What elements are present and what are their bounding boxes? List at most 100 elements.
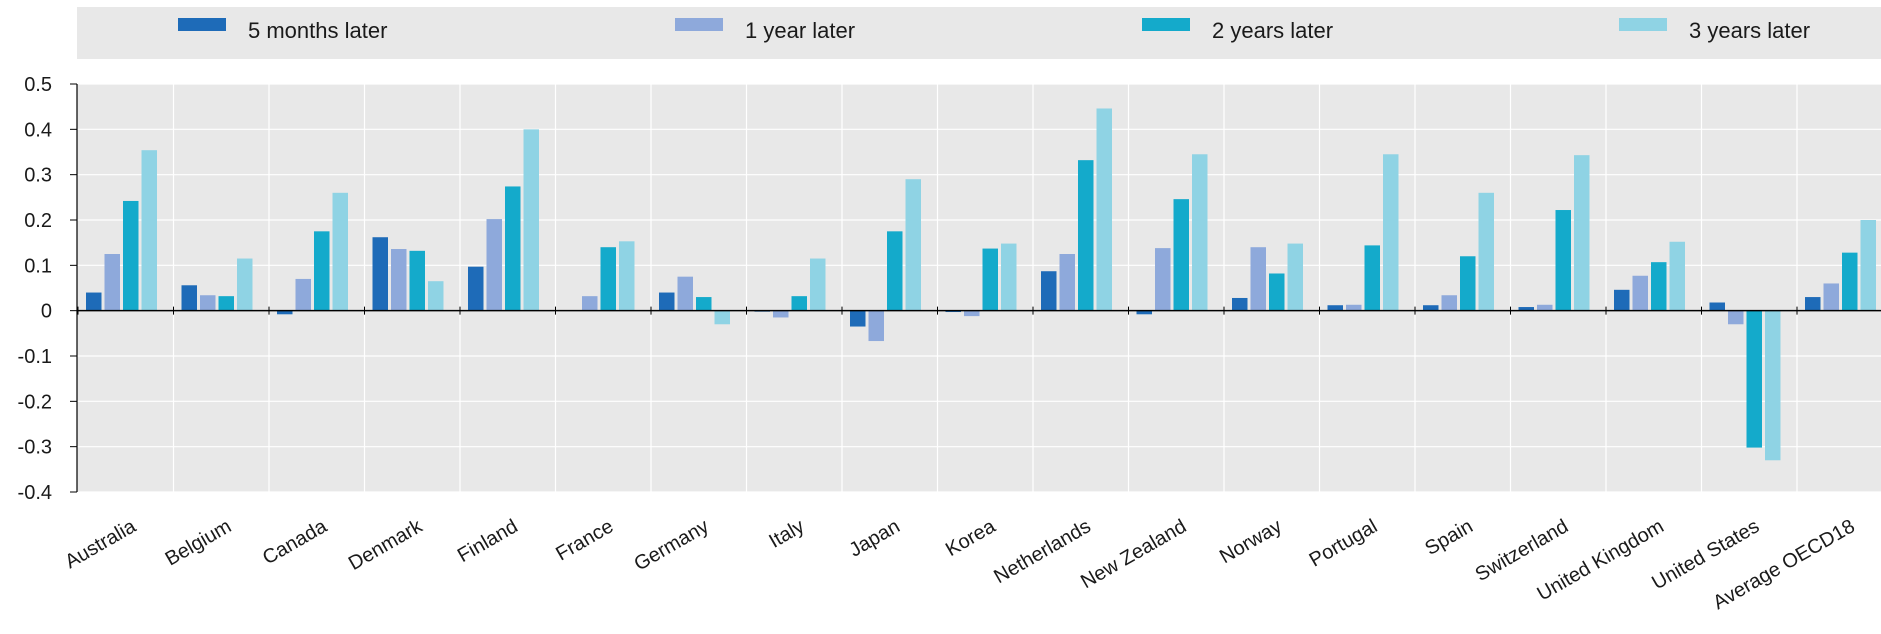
bar (1709, 302, 1725, 311)
bar (1632, 275, 1648, 311)
bar (237, 258, 253, 311)
bar (1842, 252, 1858, 311)
bar (123, 200, 139, 311)
bar (1269, 273, 1285, 311)
bar (1728, 310, 1744, 325)
legend-label: 5 months later (248, 18, 387, 43)
bar (1250, 247, 1266, 311)
x-tick-label: Spain (1421, 515, 1476, 560)
bar (1001, 243, 1017, 311)
bar (677, 276, 693, 311)
y-tick-label: -0.3 (18, 437, 52, 459)
bar (1232, 297, 1248, 311)
bar (1041, 271, 1057, 311)
bar (1823, 283, 1839, 311)
bar (1669, 241, 1685, 311)
bar (372, 237, 388, 311)
bar (1059, 254, 1075, 311)
bar (200, 295, 216, 311)
y-tick-label: 0.5 (24, 74, 52, 96)
bar (1155, 248, 1171, 311)
legend-label: 3 years later (1689, 18, 1810, 43)
bar (1096, 108, 1112, 311)
bar (1537, 304, 1553, 311)
bar (850, 310, 866, 327)
x-tick-label: Norway (1216, 515, 1286, 568)
x-tick-label: Portugal (1306, 515, 1382, 571)
bar (1555, 210, 1571, 311)
bar (982, 248, 998, 311)
legend-label: 1 year later (745, 18, 855, 43)
x-tick-label: Australia (61, 515, 140, 573)
bar (1423, 305, 1439, 311)
bar (1860, 220, 1876, 311)
bar (181, 285, 197, 311)
x-tick-label: Canada (259, 515, 331, 570)
bar (868, 310, 884, 342)
bar (1287, 243, 1303, 311)
bar (887, 231, 903, 311)
bar (1651, 262, 1667, 311)
bar (964, 310, 980, 317)
bar (1805, 297, 1821, 311)
bar (391, 249, 407, 311)
bar (1746, 310, 1762, 448)
bar (1192, 154, 1208, 311)
bar (773, 310, 789, 318)
y-tick-label: 0.1 (24, 255, 52, 277)
legend-swatch (675, 18, 723, 31)
bar (600, 247, 616, 311)
x-tick-label: New Zealand (1077, 515, 1190, 593)
legend-background (77, 7, 1881, 59)
bar (104, 254, 120, 311)
bar (696, 297, 712, 311)
bar (810, 258, 826, 311)
y-tick-label: 0.2 (24, 210, 52, 232)
bar (277, 310, 293, 315)
bar (582, 296, 598, 311)
legend-label: 2 years later (1212, 18, 1333, 43)
x-tick-label: Germany (630, 515, 712, 575)
bar (295, 278, 311, 311)
bar (1364, 245, 1380, 311)
bar (619, 241, 635, 311)
bar (523, 129, 539, 311)
bar (332, 192, 348, 311)
x-tick-label: Belgium (162, 515, 236, 570)
x-tick-label: France (552, 515, 617, 565)
bar (1078, 160, 1094, 311)
x-tick-label: Finland (454, 515, 522, 567)
legend-swatch (1619, 18, 1667, 31)
legend-swatch (178, 18, 226, 31)
bar (1574, 155, 1590, 311)
bar (314, 231, 330, 311)
bar (486, 219, 502, 311)
bar (218, 296, 234, 311)
x-tick-label: Denmark (345, 515, 427, 575)
x-axis: Australia Belgium Canada Denmark Finland Fran… (61, 515, 1858, 614)
y-tick-label: 0.3 (24, 165, 52, 187)
bar (1173, 199, 1189, 311)
x-tick-label: Japan (846, 515, 904, 561)
y-tick-label: -0.4 (18, 482, 52, 504)
bars (77, 108, 1876, 461)
legend-swatch (1142, 18, 1190, 31)
bar (1441, 295, 1457, 311)
bar (1478, 192, 1494, 311)
y-tick-label: 0.4 (24, 119, 52, 141)
bar (1614, 289, 1630, 311)
bar (659, 292, 675, 311)
y-tick-label: -0.1 (18, 346, 52, 368)
bar (409, 250, 425, 311)
bar (714, 310, 730, 325)
legend: 5 months later 1 year later 2 years later 3… (178, 18, 1810, 43)
bar (1136, 310, 1152, 315)
y-tick-label: -0.2 (18, 391, 52, 413)
bar (468, 266, 484, 311)
bar (428, 281, 444, 311)
bar (505, 186, 521, 311)
y-axis: 0.5 0.4 0.3 0.2 0.1 0 -0.1 -0.2 -0.3 -0.4 (18, 74, 77, 504)
bar (86, 292, 102, 311)
